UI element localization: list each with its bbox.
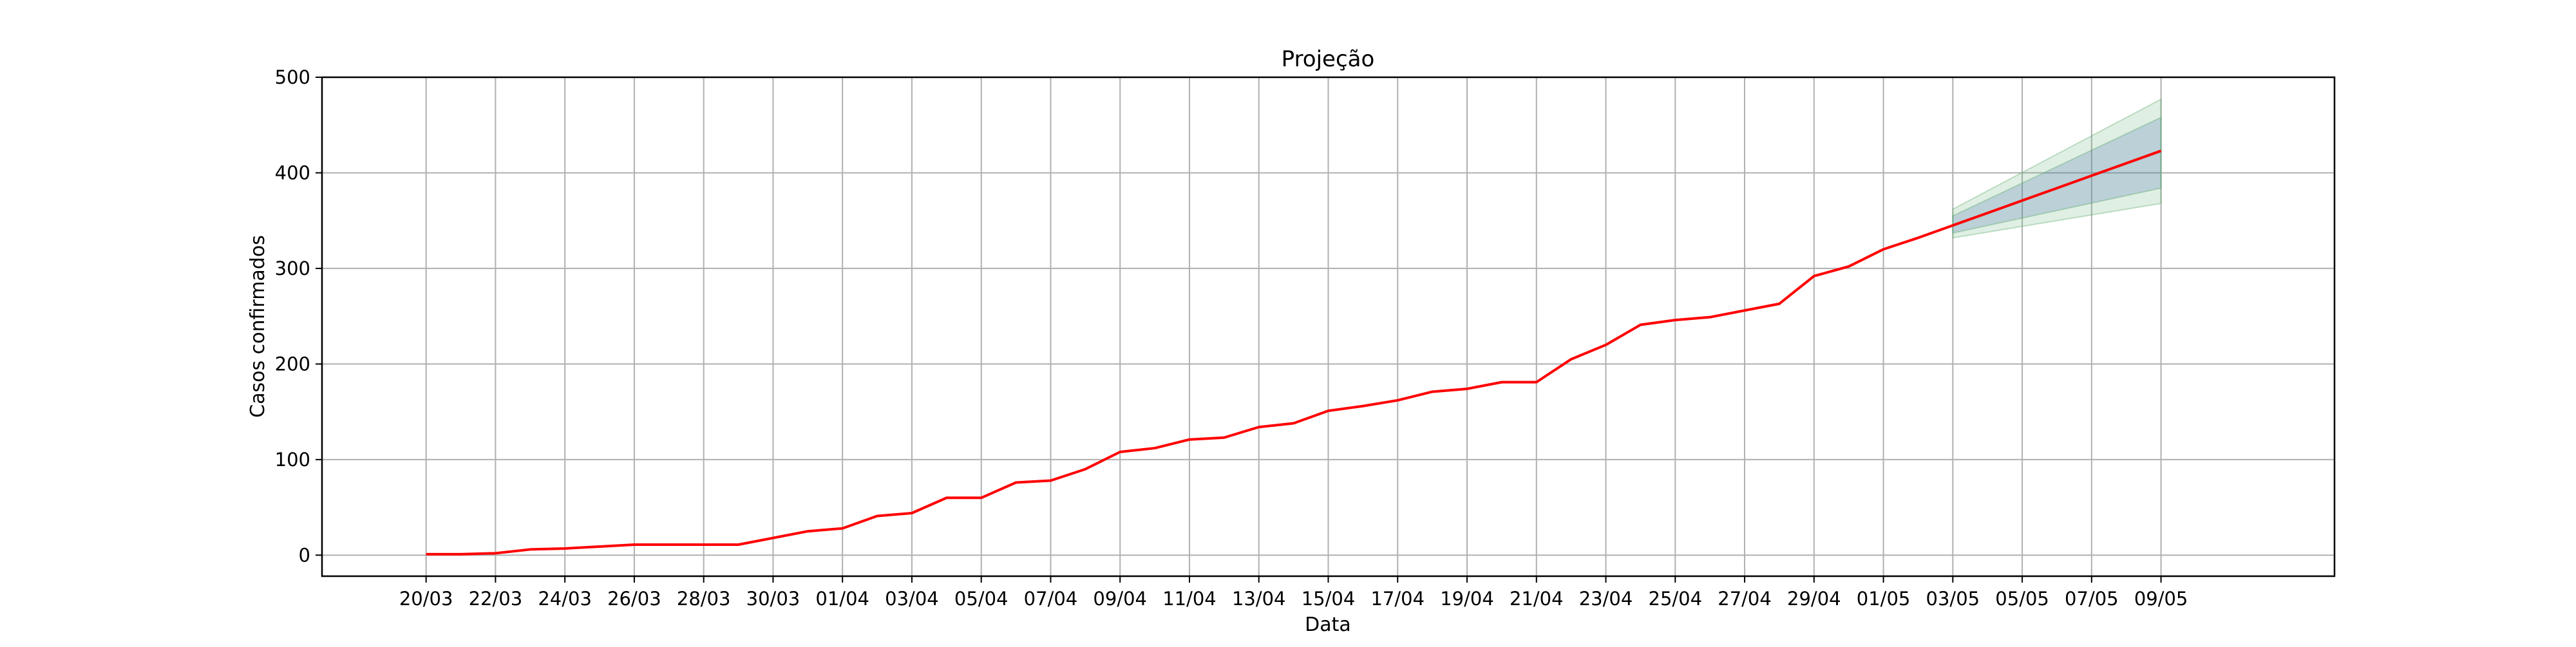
data-point	[1985, 211, 1989, 215]
data-point	[702, 543, 706, 547]
x-tick-label: 19/04	[1440, 588, 1494, 610]
x-tick-label: 25/04	[1649, 588, 1703, 610]
data-point	[1916, 236, 1920, 239]
x-tick-label: 29/04	[1787, 588, 1841, 610]
data-point	[1743, 308, 1747, 312]
tick-layer: 20/03 22/03 24/03 26/03 28/03 30/03 01/04 03/04…	[275, 66, 2188, 610]
data-point	[1292, 421, 1296, 425]
y-axis-label: Casos confirmados	[247, 235, 269, 418]
data-point	[2125, 162, 2128, 165]
x-tick-label: 07/04	[1024, 588, 1078, 610]
chart-title: Projeção	[1282, 46, 1375, 72]
data-point	[459, 552, 463, 556]
data-point	[1222, 436, 1226, 440]
x-tick-label: 21/04	[1510, 588, 1564, 610]
data-point	[2020, 199, 2024, 203]
x-tick-label: 27/04	[1718, 588, 1772, 610]
x-tick-label: 15/04	[1302, 588, 1356, 610]
data-point	[1777, 302, 1781, 306]
data-point	[667, 543, 671, 547]
data-point	[875, 514, 879, 518]
data-point	[1048, 479, 1052, 483]
data-point	[424, 552, 428, 556]
data-point	[493, 551, 497, 555]
series-line	[426, 149, 2162, 556]
data-point	[1465, 387, 1469, 391]
data-point	[945, 496, 949, 500]
x-tick-label: 28/03	[677, 588, 731, 610]
data-point	[632, 543, 636, 547]
data-point	[1430, 389, 1434, 393]
x-tick-label: 23/04	[1579, 588, 1633, 610]
y-tick-label: 0	[299, 544, 310, 566]
confidence-bands	[1952, 98, 2162, 239]
data-point	[2159, 149, 2163, 153]
data-point	[1188, 438, 1191, 442]
outer-confidence-band	[1952, 98, 2162, 239]
x-tick-label: 05/05	[1995, 588, 2049, 610]
x-tick-label: 05/04	[954, 588, 1009, 610]
data-point	[1708, 315, 1712, 319]
x-tick-label: 03/04	[885, 588, 939, 610]
data-point	[910, 511, 914, 515]
data-point	[840, 527, 844, 530]
x-tick-label: 26/03	[607, 588, 661, 610]
data-point	[771, 536, 775, 540]
data-point	[1083, 467, 1087, 471]
data-point	[598, 545, 601, 549]
x-tick-label: 17/04	[1370, 588, 1425, 610]
y-tick-label: 100	[275, 449, 310, 471]
data-point	[1327, 409, 1331, 413]
data-point	[980, 496, 983, 500]
data-point	[1535, 380, 1539, 384]
data-point	[1014, 481, 1018, 485]
data-point	[1396, 399, 1399, 402]
x-tick-label: 22/03	[469, 588, 523, 610]
data-point	[2090, 174, 2094, 178]
y-tick-label: 300	[275, 258, 310, 279]
data-point	[1673, 318, 1677, 322]
data-point	[528, 547, 532, 551]
x-tick-label: 20/03	[399, 588, 453, 610]
data-point	[737, 543, 741, 547]
x-tick-label: 11/04	[1162, 588, 1217, 610]
x-tick-label: 01/04	[815, 588, 869, 610]
x-tick-label: 13/04	[1232, 588, 1286, 610]
series-layer	[424, 149, 2163, 556]
x-tick-label: 03/05	[1926, 588, 1980, 610]
x-tick-label: 09/05	[2134, 588, 2188, 610]
data-point	[1500, 380, 1504, 384]
grid-layer	[322, 77, 2334, 576]
data-point	[1604, 343, 1608, 347]
x-tick-label: 09/04	[1093, 588, 1147, 610]
x-tick-label: 01/05	[1857, 588, 1911, 610]
data-point	[1257, 425, 1261, 429]
x-tick-label: 07/05	[2065, 588, 2119, 610]
inner-confidence-band	[1952, 116, 2162, 234]
data-point	[1153, 446, 1157, 450]
x-tick-label: 24/03	[538, 588, 592, 610]
x-axis-label: Data	[1305, 614, 1351, 636]
data-point	[563, 547, 567, 550]
data-point	[806, 529, 810, 533]
y-tick-label: 200	[275, 353, 310, 375]
y-tick-label: 400	[275, 162, 310, 183]
data-point	[1812, 274, 1816, 278]
data-point	[1118, 450, 1122, 454]
data-point	[1951, 223, 1955, 227]
data-point	[1882, 247, 1886, 251]
data-point	[1569, 357, 1573, 361]
y-tick-label: 500	[275, 66, 310, 88]
data-point	[1847, 265, 1851, 268]
data-point	[1361, 404, 1365, 408]
x-tick-label: 30/03	[746, 588, 800, 610]
data-point	[2055, 186, 2059, 190]
data-point	[1638, 323, 1642, 327]
